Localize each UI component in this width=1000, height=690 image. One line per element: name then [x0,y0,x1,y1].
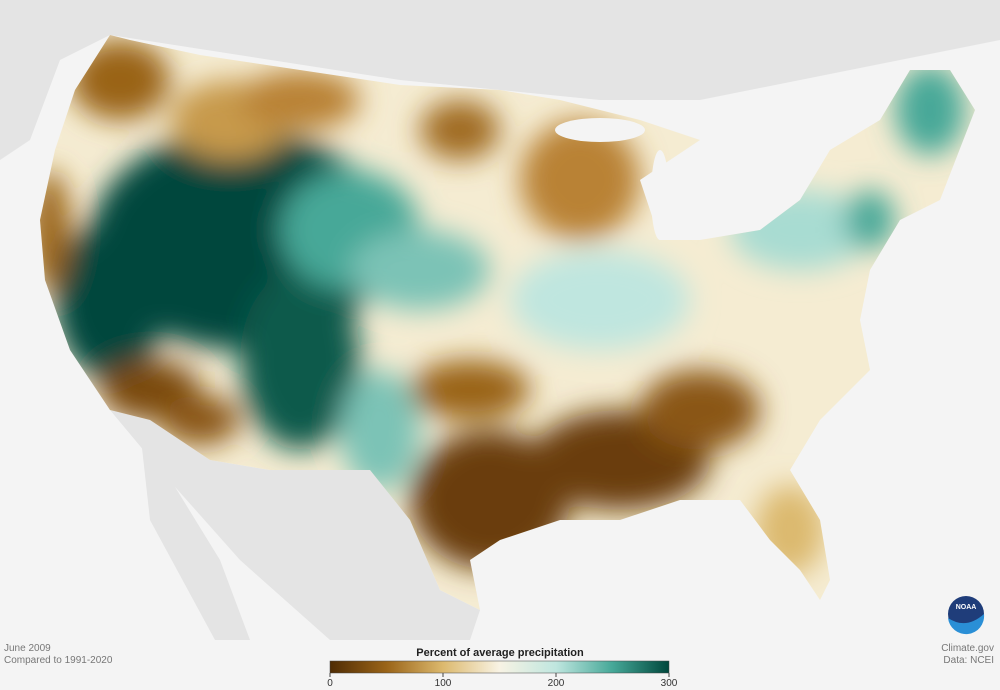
lakes [555,118,728,240]
baseline: Compared to 1991-2020 [4,655,113,666]
tick-label: 200 [548,678,565,689]
background-land [0,0,1000,640]
tick-label: 300 [661,678,678,689]
noaa-logo: NOAA [948,596,985,635]
tick-label: 0 [327,678,333,689]
color-bar [329,660,670,674]
legend-ticks: 0 100 200 300 [327,673,678,689]
legend-title: Percent of average precipitation [416,647,584,659]
date: June 2009 [4,643,51,654]
credit: Climate.gov [941,643,994,654]
precipitation-map [40,35,975,610]
logo-text: NOAA [956,604,977,611]
tick-label: 100 [435,678,452,689]
source: Data: NCEI [943,655,994,666]
